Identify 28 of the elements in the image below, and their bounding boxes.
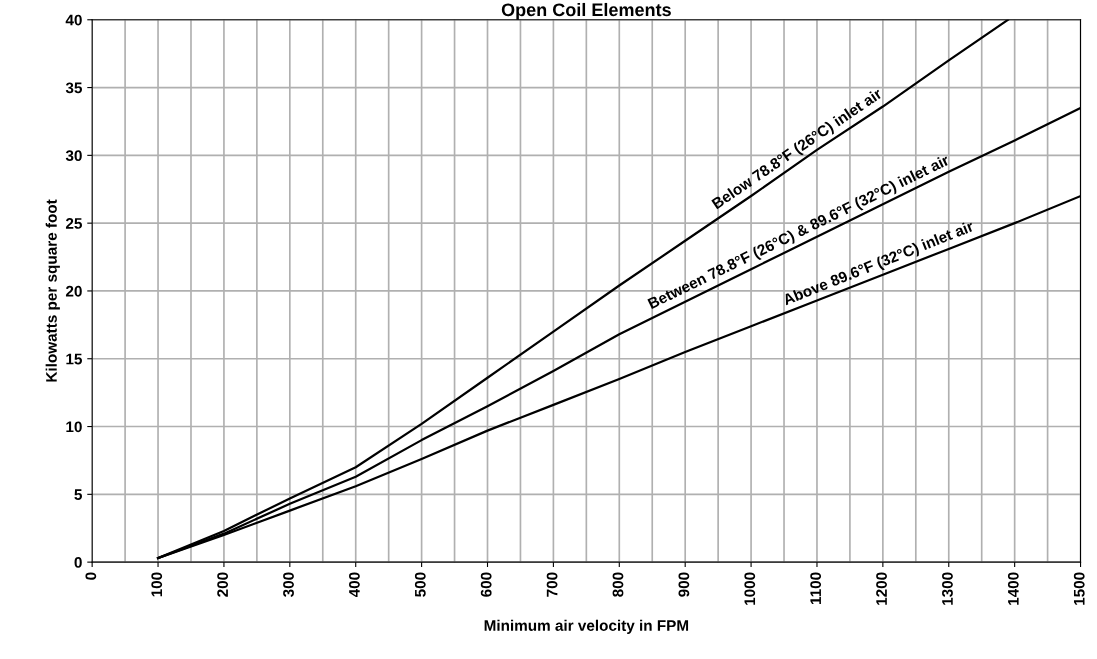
x-tick-label: 1400 xyxy=(1007,572,1019,605)
x-tick-label: 800 xyxy=(612,572,624,597)
y-tick-label: 30 xyxy=(65,150,82,162)
chart-title: Open Coil Elements xyxy=(501,2,671,20)
x-tick-label: 200 xyxy=(217,572,229,597)
x-tick-label: 100 xyxy=(151,572,163,597)
y-tick-label: 10 xyxy=(66,421,82,433)
y-axis-title: Kilowatts per square foot xyxy=(45,199,60,382)
y-tick-label: 0 xyxy=(74,556,82,568)
x-tick-label: 0 xyxy=(85,572,97,580)
x-tick-label: 400 xyxy=(349,572,360,598)
y-tick-label: 35 xyxy=(65,82,82,94)
x-tick-label: 500 xyxy=(414,572,426,597)
x-tick-label: 1000 xyxy=(744,572,756,605)
x-tick-label: 300 xyxy=(283,572,294,597)
x-tick-label: 1500 xyxy=(1073,572,1085,605)
x-tick-label: 1200 xyxy=(876,572,887,605)
x-tick-label: 1300 xyxy=(942,572,953,605)
y-tick-label: 20 xyxy=(65,285,82,297)
x-tick-label: 1100 xyxy=(810,572,822,605)
y-tick-label: 5 xyxy=(74,489,82,501)
y-tick-label: 25 xyxy=(65,218,82,229)
x-axis-title: Minimum air velocity in FPM xyxy=(484,619,689,634)
x-tick-label: 900 xyxy=(678,572,690,597)
y-tick-label: 15 xyxy=(66,353,82,365)
x-tick-label: 700 xyxy=(546,572,558,597)
x-tick-label: 600 xyxy=(480,572,492,597)
y-tick-label: 40 xyxy=(65,14,82,26)
